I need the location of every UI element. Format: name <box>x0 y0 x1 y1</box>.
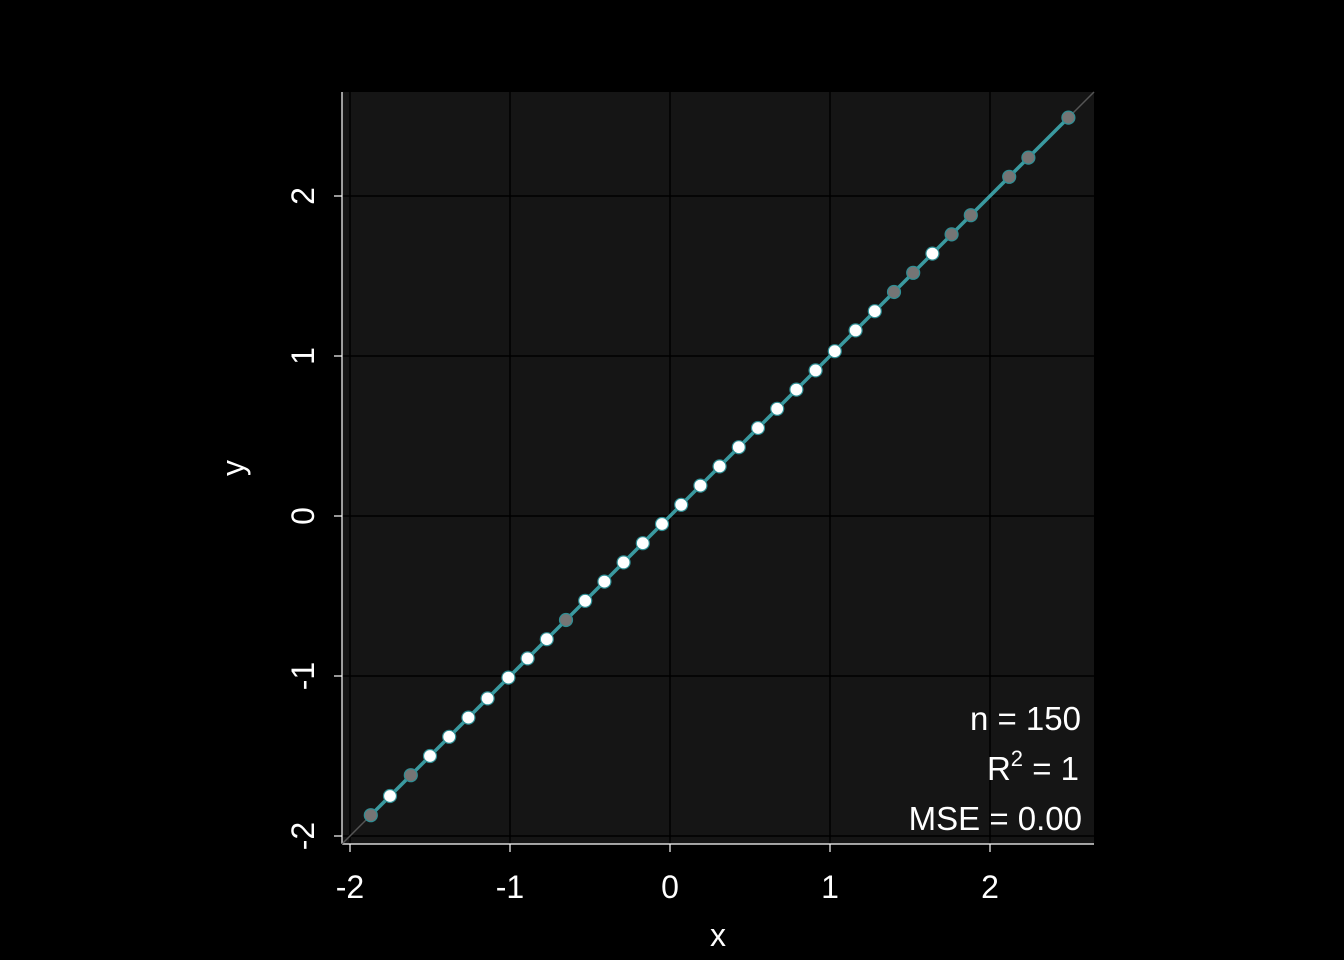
data-point <box>674 497 689 512</box>
data-point <box>501 670 516 685</box>
data-point <box>906 265 921 280</box>
data-point <box>461 710 476 725</box>
data-point <box>1021 150 1036 165</box>
data-point <box>808 363 823 378</box>
data-point <box>770 401 785 416</box>
data-point <box>654 516 670 532</box>
data-point <box>480 691 495 706</box>
y-tick-label: -1 <box>285 662 321 690</box>
annotation-r2-prefix: R <box>987 750 1011 787</box>
data-point <box>382 788 398 804</box>
data-point <box>886 284 902 300</box>
data-point <box>520 651 535 666</box>
data-point <box>944 227 959 242</box>
y-tick-label: 0 <box>285 507 321 525</box>
data-point <box>578 593 593 608</box>
data-point <box>539 632 554 647</box>
axes <box>341 92 1094 845</box>
y-axis-label: y <box>215 460 251 476</box>
x-axis-label: x <box>710 917 726 953</box>
y-tick-label: 1 <box>285 347 321 365</box>
data-point <box>731 440 746 455</box>
data-point <box>597 574 612 589</box>
data-points <box>363 110 1076 823</box>
annotation-r2: R2 = 1 <box>987 746 1079 787</box>
data-point <box>1061 110 1076 125</box>
x-tick-label: 0 <box>661 869 679 905</box>
data-point <box>422 748 438 764</box>
data-point <box>635 536 650 551</box>
y-tick-label: -2 <box>285 822 321 850</box>
annotation-n: n = 150 <box>970 700 1081 737</box>
data-point <box>750 420 766 436</box>
data-point <box>693 478 708 493</box>
data-point <box>558 612 574 628</box>
data-point <box>442 729 457 744</box>
data-point <box>403 768 418 783</box>
data-point <box>1002 169 1017 184</box>
data-point <box>963 208 978 223</box>
stats-annotation: n = 150 R2 = 1 MSE = 0.00 <box>909 700 1082 837</box>
data-point <box>616 555 631 570</box>
data-point <box>712 459 727 474</box>
y-tick-label: 2 <box>285 187 321 205</box>
data-point <box>827 344 842 359</box>
annotation-r2-superscript: 2 <box>1011 746 1023 771</box>
x-tick-label: -2 <box>336 869 364 905</box>
x-tick-label: 1 <box>821 869 839 905</box>
data-point <box>925 246 940 261</box>
y-axis-ticks: -2 -1 0 1 2 <box>285 187 342 850</box>
x-tick-label: -1 <box>496 869 524 905</box>
data-point <box>848 323 863 338</box>
data-point <box>363 808 378 823</box>
data-point <box>867 304 882 319</box>
grid-lines <box>342 92 1094 844</box>
x-axis-ticks: -2 -1 0 1 2 <box>336 844 999 905</box>
x-tick-label: 2 <box>981 869 999 905</box>
annotation-r2-suffix: = 1 <box>1023 750 1079 787</box>
data-point <box>789 382 804 397</box>
annotation-mse: MSE = 0.00 <box>909 800 1082 837</box>
